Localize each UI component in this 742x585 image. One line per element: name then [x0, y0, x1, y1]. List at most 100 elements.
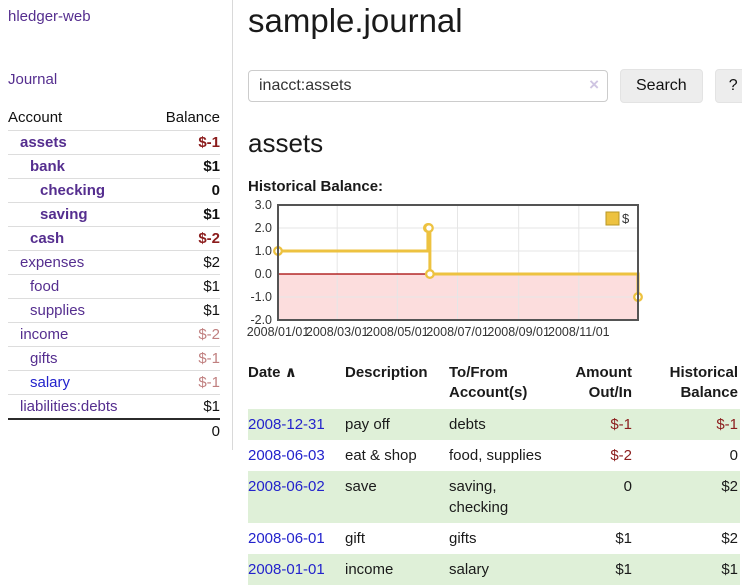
sidebar-item-journal[interactable]: Journal — [8, 71, 224, 88]
account-balance: $1 — [150, 155, 220, 179]
transaction-date-link[interactable]: 2008-12-31 — [248, 416, 325, 433]
account-balance: $-2 — [150, 323, 220, 347]
accounts-total-row: 0 — [8, 419, 220, 443]
table-row: 2008-06-03 eat & shopfood, supplies$-20 — [248, 440, 740, 471]
table-row: 2008-06-01 giftgifts$1$2 — [248, 523, 740, 554]
cell-amount: $-2 — [566, 440, 644, 471]
register-header-description: Description — [345, 361, 449, 409]
register-header-accounts: To/From Account(s) — [449, 361, 566, 409]
cell-balance: $2 — [644, 471, 740, 523]
account-balance: $2 — [150, 251, 220, 275]
cell-balance: $1 — [644, 554, 740, 585]
account-link-checking[interactable]: checking — [40, 182, 105, 199]
main-content: sample.journal × Search ? assets Histori… — [233, 0, 727, 585]
svg-text:-1.0: -1.0 — [250, 290, 272, 304]
cell-date: 2008-06-01 — [248, 523, 345, 554]
svg-text:2008/07/01: 2008/07/01 — [426, 325, 489, 339]
account-row: assets $-1 — [8, 131, 220, 155]
search-input[interactable] — [248, 70, 608, 102]
svg-text:2008/09/01: 2008/09/01 — [487, 325, 550, 339]
account-balance: $-1 — [150, 371, 220, 395]
cell-accounts: gifts — [449, 523, 566, 554]
cell-balance: 0 — [644, 440, 740, 471]
table-row: 2008-01-01incomesalary$1$1 — [248, 554, 740, 585]
account-link-expenses[interactable]: expenses — [20, 254, 84, 271]
cell-accounts: debts — [449, 409, 566, 440]
account-row: gifts$-1 — [8, 347, 220, 371]
cell-amount: $1 — [566, 523, 644, 554]
svg-text:2008/01/01: 2008/01/01 — [247, 325, 310, 339]
accounts-header-balance: Balance — [150, 106, 220, 131]
svg-text:$: $ — [622, 211, 630, 226]
account-link-bank[interactable]: bank — [30, 158, 65, 175]
account-link-food[interactable]: food — [30, 278, 59, 295]
table-row: 2008-12-31pay offdebts$-1$-1 — [248, 409, 740, 440]
cell-date: 2008-01-01 — [248, 554, 345, 585]
chart-title: Historical Balance: — [248, 178, 727, 195]
accounts-total-value: 0 — [150, 419, 220, 443]
cell-amount: $1 — [566, 554, 644, 585]
account-link-income[interactable]: income — [20, 326, 68, 343]
cell-date: 2008-06-02 — [248, 471, 345, 523]
cell-description: eat & shop — [345, 440, 449, 471]
cell-balance: $-1 — [644, 409, 740, 440]
chart-canvas: $3.02.01.00.0-1.0-2.02008/01/012008/03/0… — [248, 201, 648, 343]
clear-search-icon[interactable]: × — [589, 75, 599, 95]
svg-text:2008/03/01: 2008/03/01 — [306, 325, 369, 339]
transaction-date-link[interactable]: 2008-01-01 — [248, 561, 325, 578]
search-form: × Search ? — [248, 69, 727, 103]
cell-accounts: food, supplies — [449, 440, 566, 471]
svg-text:1.0: 1.0 — [255, 244, 272, 258]
accounts-header-account: Account — [8, 106, 150, 131]
account-link-gifts[interactable]: gifts — [30, 350, 58, 367]
cell-date: 2008-12-31 — [248, 409, 345, 440]
account-balance: $-1 — [150, 131, 220, 155]
transaction-date-link[interactable]: 2008-06-01 — [248, 530, 325, 547]
transaction-date-link[interactable]: 2008-06-03 — [248, 447, 325, 464]
account-balance: $1 — [150, 275, 220, 299]
search-wrap: × — [248, 70, 608, 102]
historical-balance-chart: $3.02.01.00.0-1.0-2.02008/01/012008/03/0… — [248, 201, 727, 343]
account-heading: assets — [248, 128, 727, 159]
search-button[interactable]: Search — [620, 69, 703, 103]
account-balance: $1 — [150, 299, 220, 323]
register-header-row: Date ∧ Description To/From Account(s) Am… — [248, 361, 740, 409]
register-table: Date ∧ Description To/From Account(s) Am… — [248, 361, 740, 585]
account-balance: 0 — [150, 179, 220, 203]
account-row: saving$1 — [8, 203, 220, 227]
account-row: expenses $2 — [8, 251, 220, 275]
cell-description: income — [345, 554, 449, 585]
account-row: liabilities:debts $1 — [8, 395, 220, 420]
account-balance: $1 — [150, 395, 220, 420]
cell-date: 2008-06-03 — [248, 440, 345, 471]
cell-description: pay off — [345, 409, 449, 440]
sort-ascending-icon: ∧ — [285, 364, 297, 381]
cell-description: save — [345, 471, 449, 523]
brand-link[interactable]: hledger-web — [8, 8, 224, 25]
account-balance: $-2 — [150, 227, 220, 251]
register-header-date[interactable]: Date ∧ — [248, 361, 345, 409]
account-link-saving[interactable]: saving — [40, 206, 88, 223]
svg-text:3.0: 3.0 — [255, 198, 272, 212]
account-link-liabilities-debts[interactable]: liabilities:debts — [20, 398, 118, 415]
account-link-supplies[interactable]: supplies — [30, 302, 85, 319]
account-row: supplies $1 — [8, 299, 220, 323]
cell-description: gift — [345, 523, 449, 554]
svg-text:2.0: 2.0 — [255, 221, 272, 235]
svg-text:2008/11/01: 2008/11/01 — [548, 325, 610, 339]
page-title: sample.journal — [248, 2, 727, 40]
transaction-date-link[interactable]: 2008-06-02 — [248, 478, 325, 495]
table-row: 2008-06-02savesaving, checking0$2 — [248, 471, 740, 523]
sidebar: hledger-web Journal Account Balance asse… — [0, 0, 233, 450]
account-link-cash[interactable]: cash — [30, 230, 64, 247]
accounts-table: Account Balance assets $-1 bank $1 checking 0… — [8, 106, 220, 443]
account-link-assets[interactable]: assets — [20, 134, 67, 151]
cell-balance: $2 — [644, 523, 740, 554]
cell-amount: 0 — [566, 471, 644, 523]
svg-text:0.0: 0.0 — [255, 267, 272, 281]
help-button[interactable]: ? — [715, 69, 742, 103]
svg-text:2008/05/01: 2008/05/01 — [366, 325, 429, 339]
account-link-salary[interactable]: salary — [30, 374, 70, 391]
cell-amount: $-1 — [566, 409, 644, 440]
account-row: bank $1 — [8, 155, 220, 179]
